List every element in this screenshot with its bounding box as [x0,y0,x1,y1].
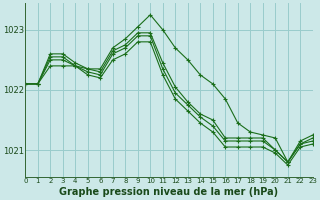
X-axis label: Graphe pression niveau de la mer (hPa): Graphe pression niveau de la mer (hPa) [60,187,279,197]
